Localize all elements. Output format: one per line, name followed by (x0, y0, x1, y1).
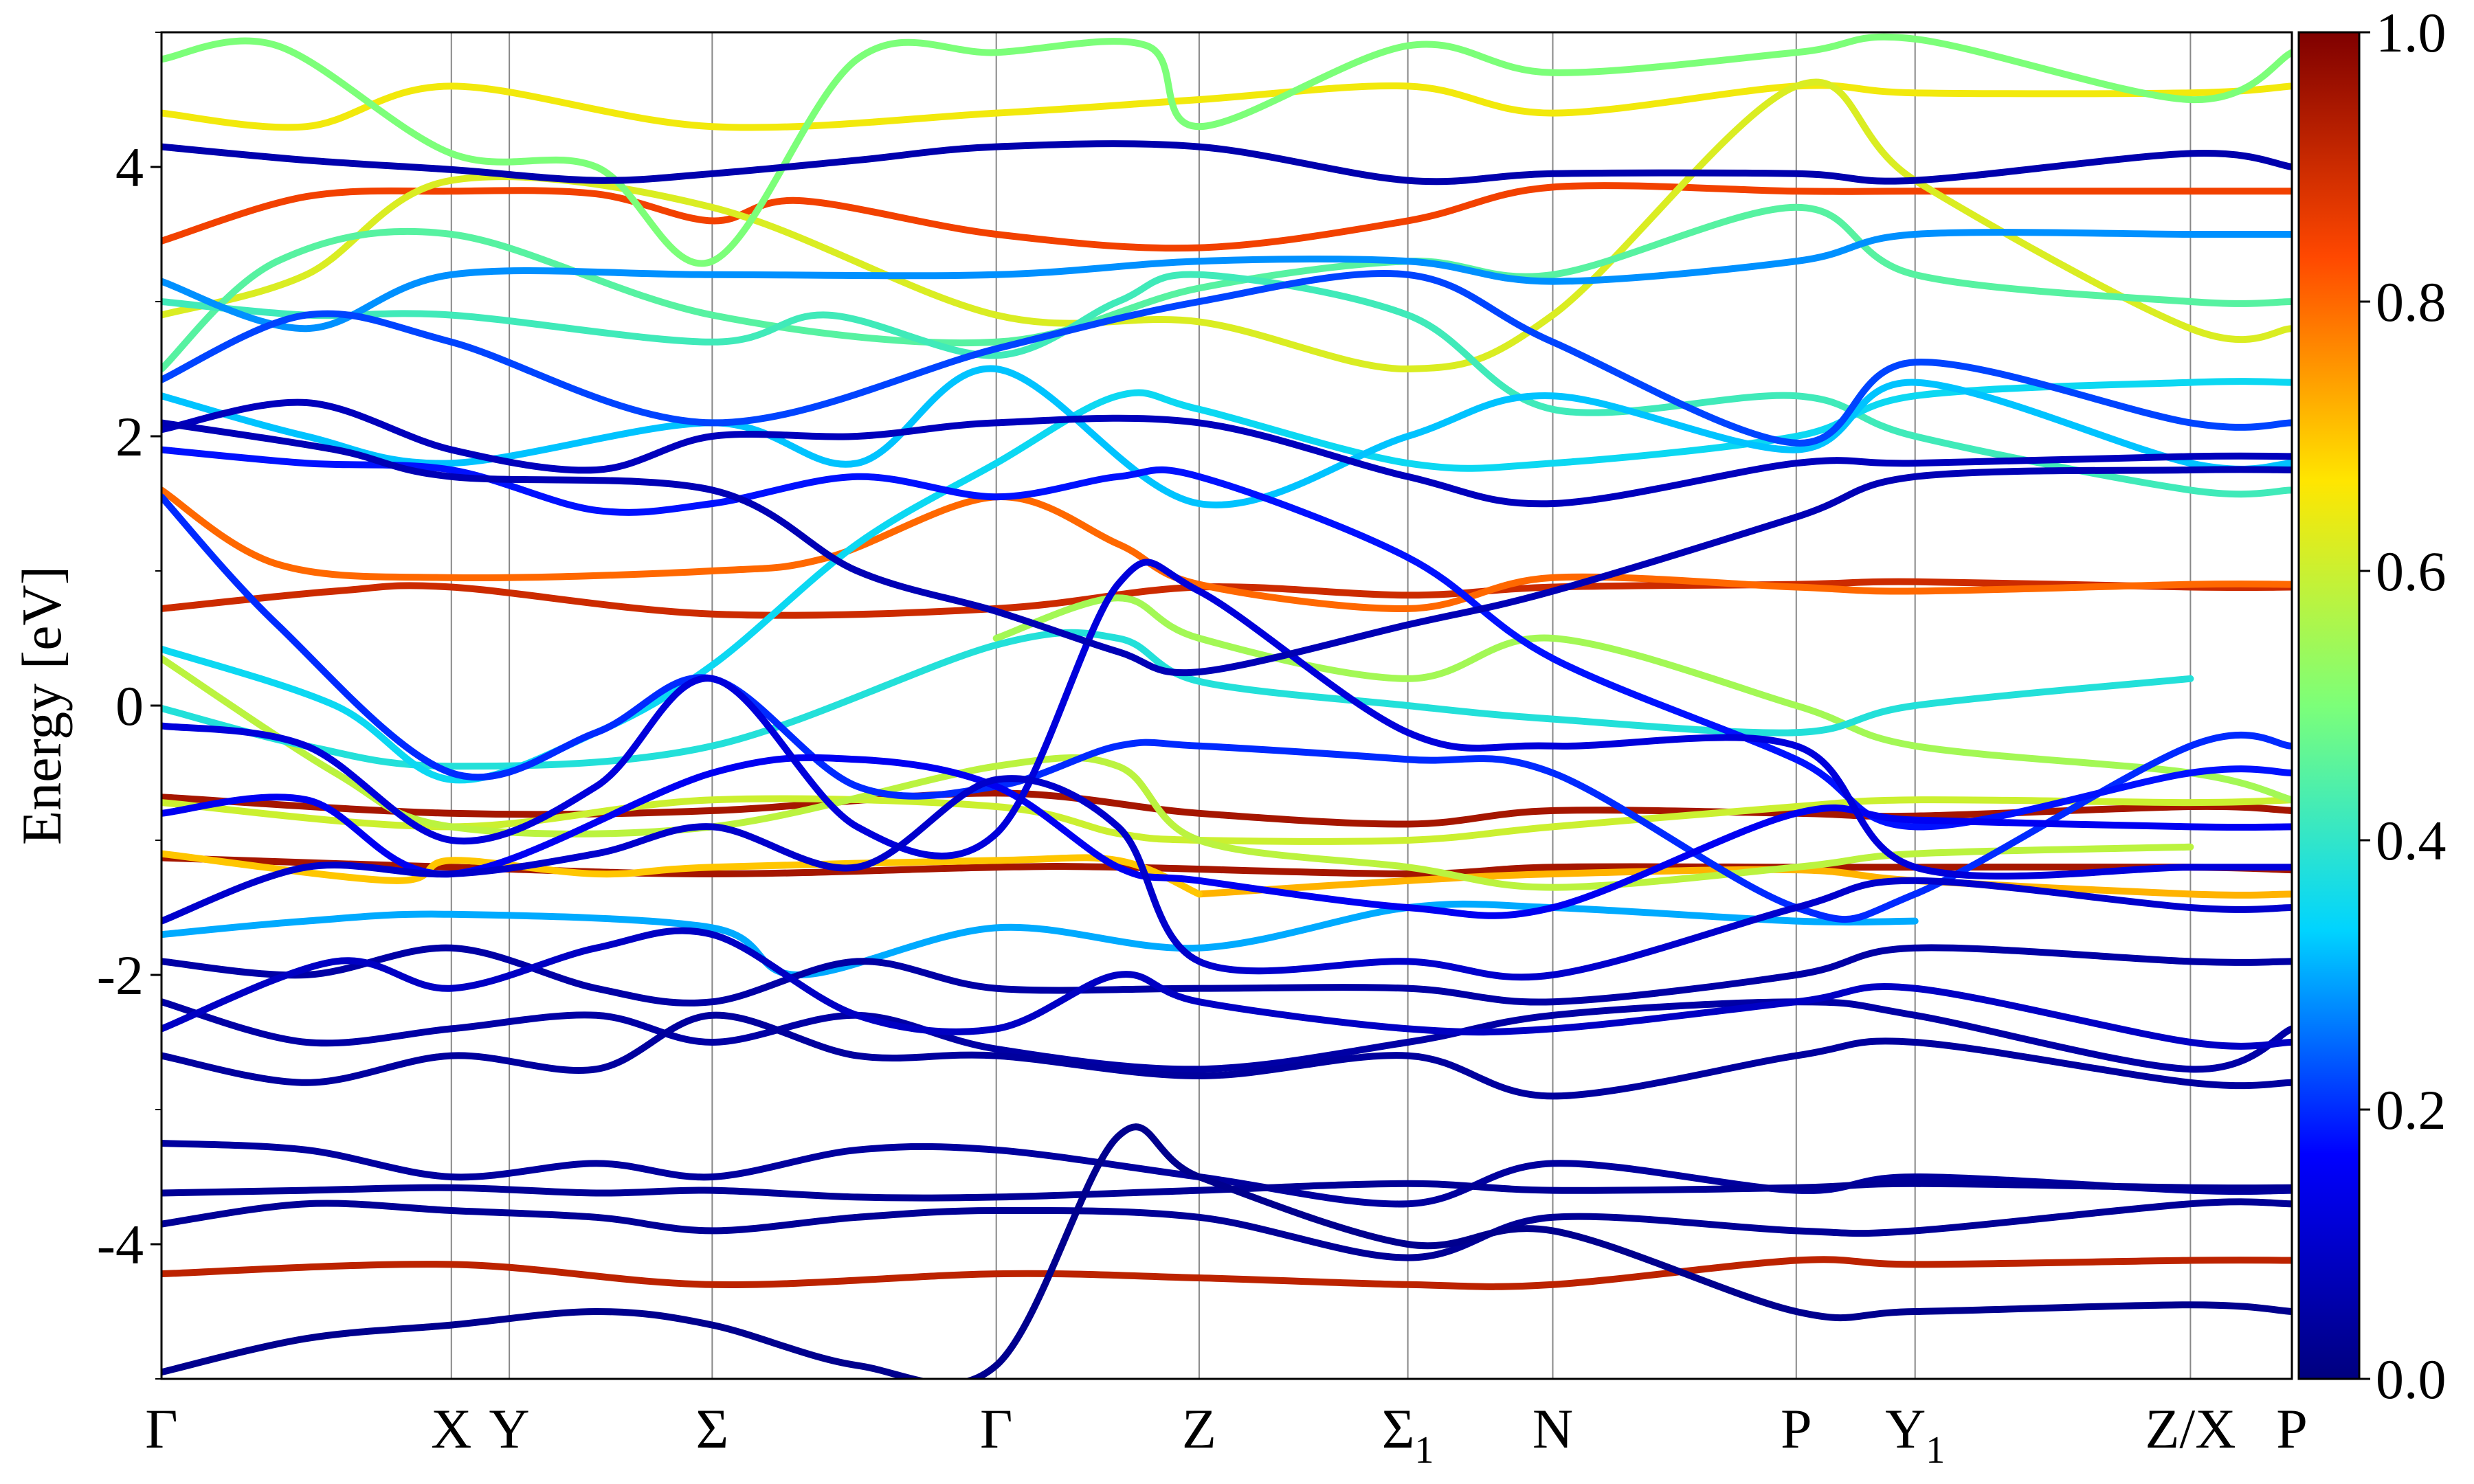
x-axis-ticks: Γ X Y Σ Γ Z Σ1 N P Y1 Z/X P (145, 1397, 2308, 1472)
kpoint-label: N (1533, 1397, 1573, 1460)
band-line (161, 1198, 2292, 1261)
kpoint-label: Γ (145, 1397, 177, 1460)
kpoint-label: Z/X (2145, 1397, 2236, 1460)
colorbar: 0.0 0.2 0.4 0.6 0.8 1.0 (2297, 1, 2447, 1410)
band-line (161, 795, 2292, 845)
y-axis-label: Energy [eV] (10, 566, 73, 845)
band-line (161, 269, 2292, 447)
band-line (161, 578, 2292, 619)
colorbar-tick-label: 0.0 (2376, 1348, 2447, 1410)
colorbar-gradient (2297, 31, 2361, 1380)
band-line (161, 1180, 2292, 1202)
kpoint-label: P (1781, 1397, 1812, 1460)
band-line (161, 82, 2292, 131)
band-lines (161, 33, 2292, 1379)
y-tick-label: 2 (115, 405, 144, 468)
band-line (161, 1123, 2292, 1379)
kpoint-label: Y1 (1885, 1397, 1945, 1472)
band-line (161, 1011, 2292, 1100)
band-line (161, 850, 1203, 898)
band-line (161, 1256, 2292, 1290)
band-line (161, 398, 2292, 508)
kpoint-label: X (431, 1397, 471, 1460)
band-line (992, 594, 2292, 804)
band-line (161, 419, 2292, 677)
y-tick-label: 0 (115, 675, 144, 737)
colorbar-tick-label: 0.6 (2376, 540, 2447, 603)
band-line (161, 140, 2292, 186)
colorbar-tick-label: 0.4 (2376, 809, 2447, 872)
y-tick-label: -4 (97, 1213, 144, 1276)
band-line (161, 203, 2292, 372)
band-line (161, 655, 2194, 891)
band-line (161, 446, 2292, 831)
band-line (161, 1140, 2292, 1208)
y-tick-label: 4 (115, 136, 144, 199)
y-tick-label: -2 (97, 944, 144, 1007)
band-line (161, 629, 2194, 770)
kpoint-label: Γ (980, 1397, 1012, 1460)
kpoint-label: Y (489, 1397, 530, 1460)
colorbar-tick-label: 0.2 (2376, 1079, 2447, 1141)
colorbar-tick-label: 1.0 (2376, 1, 2447, 64)
kpoint-label: P (2276, 1397, 2308, 1460)
band-line (161, 78, 2292, 373)
band-line (161, 775, 2292, 981)
band-line (161, 229, 2292, 333)
y-axis-ticks: 4 2 0 -2 -4 (97, 32, 161, 1380)
band-line (161, 182, 2292, 252)
band-line (161, 559, 2292, 880)
band-line (161, 493, 2292, 923)
kpoint-label: Σ (695, 1397, 728, 1460)
colorbar-ticks: 0.0 0.2 0.4 0.6 0.8 1.0 (2359, 1, 2447, 1410)
kpoint-label: Z (1182, 1397, 1216, 1460)
band-line (161, 271, 2292, 498)
band-line (161, 927, 2292, 1050)
colorbar-tick-label: 0.8 (2376, 271, 2447, 333)
band-line (161, 33, 2292, 267)
band-line (161, 998, 2292, 1073)
band-line (161, 900, 1919, 978)
